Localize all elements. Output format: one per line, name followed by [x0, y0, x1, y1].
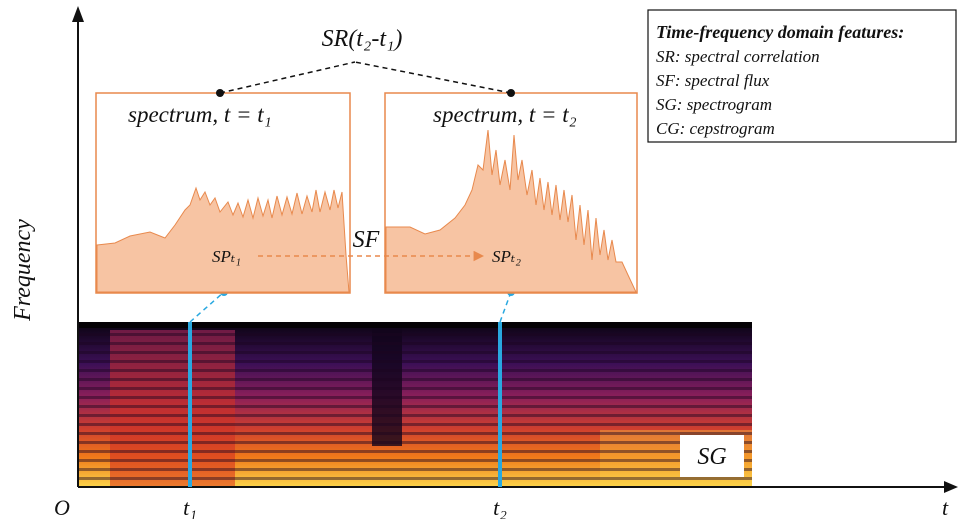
y-axis-label: Frequency [10, 219, 36, 322]
origin-label: O [54, 495, 70, 519]
sp-point-1: SPₜ₁ [212, 247, 241, 266]
legend-item: SR: spectral correlation [656, 47, 820, 66]
legend-title: Time-frequency domain features: [656, 22, 904, 42]
axes [77, 16, 950, 488]
sp-point-2: SPₜ₂ [492, 247, 521, 266]
sr-label: SR(t₂-t₁) [322, 26, 403, 52]
x-axis-label: t [942, 495, 949, 519]
spectrum-1-label: spectrum, t = t₁ [128, 102, 272, 127]
y-arrow [72, 6, 84, 22]
legend-item: SG: spectrogram [656, 95, 772, 114]
sf-label: SF [353, 227, 380, 253]
legend-item: SF: spectral flux [656, 71, 770, 90]
t2-label: t₂ [493, 495, 507, 519]
spectrogram [78, 322, 752, 487]
legend-item: CG: cepstrogram [656, 119, 775, 138]
legend: Time-frequency domain features: SR: spec… [647, 9, 957, 143]
sg-label: SG [697, 444, 726, 470]
t1-label: t₁ [183, 495, 197, 519]
spectrum-2-label: spectrum, t = t₂ [433, 102, 577, 127]
sr-connector [216, 61, 515, 97]
x-arrow [944, 481, 958, 493]
